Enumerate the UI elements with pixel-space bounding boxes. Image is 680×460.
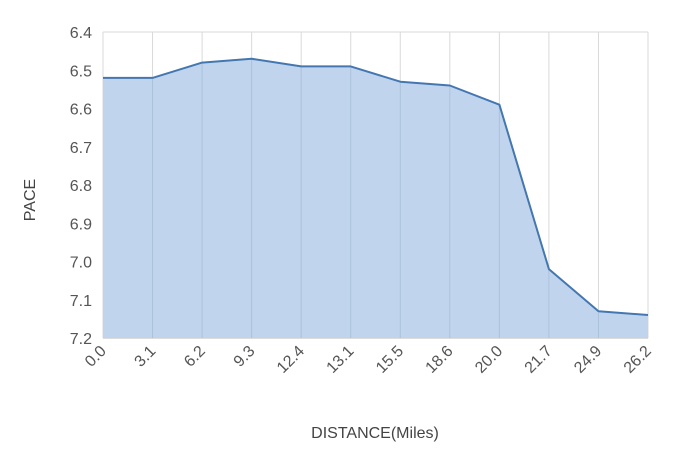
pace-area-fill [103,58,648,339]
y-tick-label: 7.0 [70,255,92,272]
x-axis-title: DISTANCE(Miles) [311,425,439,442]
x-tick-label: 6.2 [181,343,209,371]
x-tick-label: 18.6 [423,343,457,377]
x-axis-ticks: 0.0 3.1 6.2 9.3 12.4 13.1 15.5 18.6 20.0 21.7 24.9… [82,343,655,377]
y-tick-label: 7.2 [70,331,92,348]
y-tick-label: 6.9 [70,216,92,233]
x-tick-label: 9.3 [231,343,259,371]
y-tick-label: 6.6 [70,102,92,119]
x-tick-label: 13.1 [324,343,358,377]
x-tick-label: 3.1 [132,343,160,371]
y-tick-label: 6.7 [70,140,92,157]
y-tick-label: 6.4 [70,25,92,42]
x-tick-label: 15.5 [373,343,407,377]
x-tick-label: 26.2 [621,343,655,377]
y-tick-label: 6.5 [70,63,92,80]
y-axis-ticks: 6.4 6.5 6.6 6.7 6.8 6.9 7.0 7.1 7.2 [70,25,92,348]
x-tick-label: 24.9 [571,343,605,377]
y-tick-label: 7.1 [70,293,92,310]
pace-line [103,57,649,316]
x-tick-label: 21.7 [522,343,556,377]
x-tick-label: 20.0 [472,343,506,377]
x-tick-label: 12.4 [274,343,308,377]
y-tick-label: 6.8 [70,178,92,195]
y-axis-title: PACE [22,179,39,221]
